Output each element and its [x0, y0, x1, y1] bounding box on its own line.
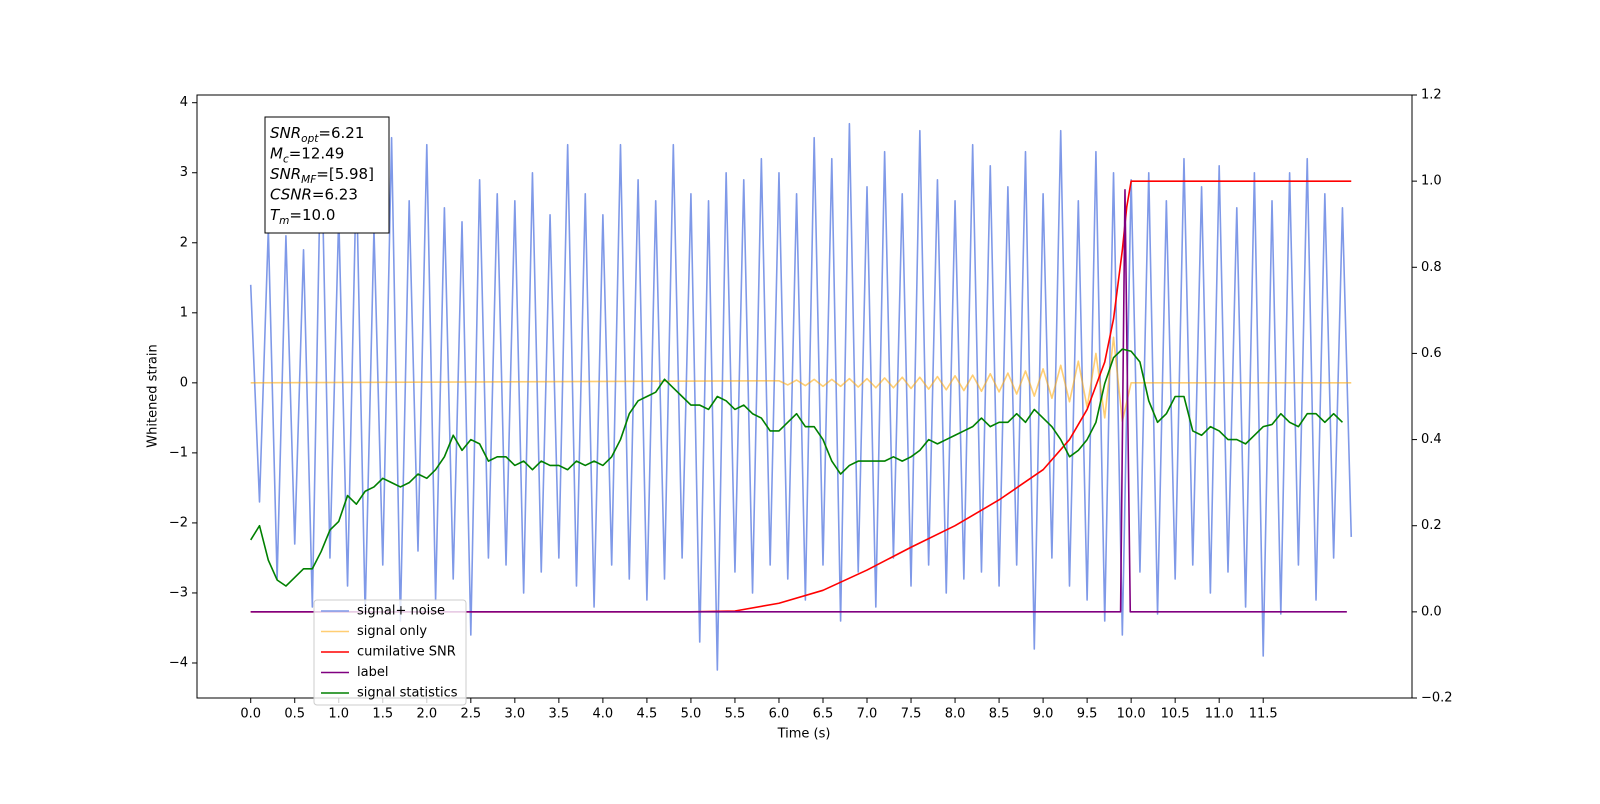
x-tick-label: 2.0 — [416, 707, 437, 722]
annotation-value: =10.0 — [289, 206, 335, 224]
x-tick-label: 6.0 — [769, 707, 790, 722]
y-tick-label: 1 — [180, 305, 188, 320]
legend-label: signal+ noise — [357, 604, 445, 619]
y-tick-label: −4 — [169, 655, 188, 670]
x-tick-label: 0.5 — [284, 707, 305, 722]
y-tick-label: −3 — [169, 585, 188, 600]
legend-label: signal only — [357, 624, 427, 639]
annotation-value: =[5.98] — [316, 165, 374, 183]
x-tick-label: 8.0 — [945, 707, 966, 722]
y2-tick-label: 1.2 — [1421, 88, 1442, 103]
x-tick-label: 4.0 — [593, 707, 614, 722]
annotation-subscript: c — [283, 154, 289, 166]
x-tick-label: 11.0 — [1205, 707, 1234, 722]
y-tick-label: −2 — [169, 515, 188, 530]
annotation-value: =6.21 — [318, 124, 364, 142]
annotation-box: SNRopt=6.21Mc=12.49SNRMF=[5.98]CSNR=6.23… — [264, 116, 390, 234]
legend: signal+ noise signal only cumilative SNR la… — [313, 599, 467, 706]
annotation-line: SNRopt=6.21 — [270, 124, 364, 145]
annotation-value: =12.49 — [289, 145, 345, 163]
annotation-frame — [264, 116, 390, 234]
y2-tick-label: 1.0 — [1421, 174, 1442, 189]
axes-frame — [196, 94, 1413, 699]
legend-label: signal statistics — [357, 686, 458, 701]
y-tick-label: 2 — [180, 235, 188, 250]
annotation-line: SNRMF=[5.98] — [270, 165, 374, 186]
x-tick-label: 11.5 — [1249, 707, 1278, 722]
x-tick-label: 8.5 — [989, 707, 1010, 722]
x-tick-label: 7.5 — [901, 707, 922, 722]
x-axis-label: Time (s) — [777, 727, 831, 742]
annotation-symbol: M — [270, 145, 283, 163]
annotation-line: Tm=10.0 — [270, 206, 335, 227]
x-tick-label: 4.5 — [637, 707, 658, 722]
annotation-symbol: SNR — [270, 124, 301, 142]
x-tick-label: 6.5 — [813, 707, 834, 722]
annotation-subscript: MF — [301, 174, 317, 186]
y2-tick-label: 0.6 — [1421, 346, 1442, 361]
legend-frame — [313, 599, 467, 706]
x-tick-label: 9.5 — [1077, 707, 1098, 722]
legend-label: cumilative SNR — [357, 645, 456, 660]
y2-tick-label: 0.2 — [1421, 518, 1442, 533]
annotation-subscript: opt — [301, 133, 319, 145]
x-tick-label: 0.0 — [240, 707, 261, 722]
annotation-line: Mc=12.49 — [270, 145, 344, 166]
x-tick-label: 1.0 — [328, 707, 349, 722]
annotation-value: =6.23 — [312, 186, 358, 204]
series-line — [250, 336, 1352, 423]
y2-tick-label: −0.2 — [1421, 691, 1453, 706]
x-tick-label: 5.0 — [681, 707, 702, 722]
annotation-subscript: m — [279, 215, 289, 227]
series-line — [250, 348, 1344, 587]
y-tick-label: −1 — [169, 445, 188, 460]
x-tick-label: 10.0 — [1117, 707, 1146, 722]
annotation-symbol: CSNR — [270, 186, 312, 204]
legend-label: label — [357, 665, 388, 680]
y2-tick-label: 0.4 — [1421, 432, 1442, 447]
x-tick-label: 9.0 — [1033, 707, 1054, 722]
annotation-line: CSNR=6.23 — [270, 186, 358, 204]
series-line — [250, 180, 1352, 613]
x-tick-label: 5.5 — [725, 707, 746, 722]
y-tick-label: 3 — [180, 165, 188, 180]
series-line — [250, 188, 1347, 613]
plot-area — [249, 122, 1353, 671]
y2-tick-label: 0.0 — [1421, 604, 1442, 619]
y-axis-label: Whitened strain — [146, 344, 161, 447]
annotation-symbol: SNR — [270, 165, 301, 183]
x-tick-label: 3.0 — [504, 707, 525, 722]
y-tick-label: 4 — [180, 95, 188, 110]
annotation-symbol: T — [270, 206, 281, 224]
x-tick-label: 2.5 — [460, 707, 481, 722]
y-tick-label: 0 — [180, 375, 188, 390]
x-tick-label: 7.0 — [857, 707, 878, 722]
x-tick-label: 3.5 — [549, 707, 570, 722]
x-tick-label: 10.5 — [1161, 707, 1190, 722]
series-line — [249, 122, 1353, 671]
x-tick-label: 1.5 — [372, 707, 393, 722]
y2-tick-label: 0.8 — [1421, 260, 1442, 275]
